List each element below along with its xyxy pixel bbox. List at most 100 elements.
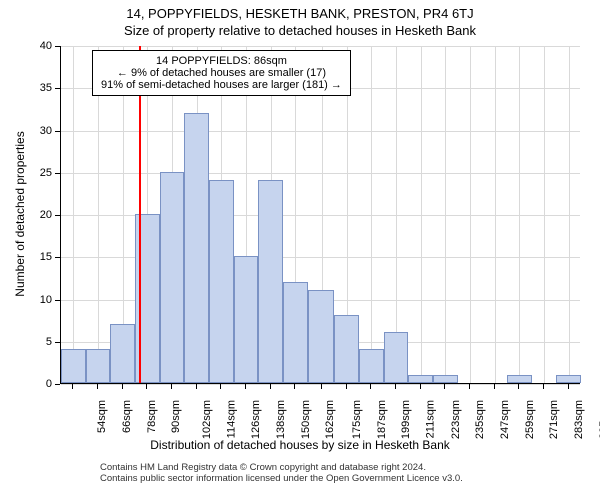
plot-area bbox=[60, 46, 580, 384]
histogram-bar bbox=[258, 180, 283, 383]
annotation-line-1: 14 POPPYFIELDS: 86sqm bbox=[101, 55, 342, 67]
y-tick bbox=[55, 215, 60, 216]
x-tick bbox=[196, 384, 197, 389]
histogram-bar bbox=[556, 375, 581, 383]
histogram-bar bbox=[408, 375, 433, 383]
grid-line-v bbox=[421, 46, 422, 383]
x-tick-label: 126sqm bbox=[250, 400, 262, 439]
y-tick-label: 40 bbox=[30, 40, 52, 52]
annotation-box: 14 POPPYFIELDS: 86sqm← 9% of detached ho… bbox=[92, 50, 351, 96]
x-tick bbox=[321, 384, 322, 389]
reference-line bbox=[139, 46, 141, 383]
histogram-bar bbox=[234, 256, 259, 383]
x-tick-label: 247sqm bbox=[499, 400, 511, 439]
chart-title-1: 14, POPPYFIELDS, HESKETH BANK, PRESTON, … bbox=[0, 6, 600, 23]
y-tick bbox=[55, 46, 60, 47]
histogram-bar bbox=[359, 349, 384, 383]
grid-line-v bbox=[98, 46, 99, 383]
y-tick bbox=[55, 131, 60, 132]
histogram-bar bbox=[86, 349, 111, 383]
y-tick-label: 15 bbox=[30, 251, 52, 263]
x-tick-label: 102sqm bbox=[201, 400, 213, 439]
x-tick bbox=[494, 384, 495, 389]
annotation-line-2: ← 9% of detached houses are smaller (17) bbox=[101, 67, 342, 79]
x-tick bbox=[146, 384, 147, 389]
footer-text: Contains HM Land Registry data © Crown c… bbox=[100, 462, 463, 484]
y-axis-label: Number of detached properties bbox=[13, 124, 27, 304]
x-tick bbox=[469, 384, 470, 389]
x-tick-label: 259sqm bbox=[524, 400, 536, 439]
histogram-bar bbox=[61, 349, 86, 383]
x-tick-label: 150sqm bbox=[300, 400, 312, 439]
histogram-bar bbox=[110, 324, 135, 383]
x-tick bbox=[568, 384, 569, 389]
x-tick bbox=[294, 384, 295, 389]
grid-line-v bbox=[73, 46, 74, 383]
y-tick bbox=[55, 342, 60, 343]
y-tick-label: 30 bbox=[30, 125, 52, 137]
chart-title-2: Size of property relative to detached ho… bbox=[0, 23, 600, 40]
histogram-bar bbox=[283, 282, 308, 383]
y-tick-label: 10 bbox=[30, 294, 52, 306]
histogram-bar bbox=[384, 332, 409, 383]
x-tick-label: 235sqm bbox=[474, 400, 486, 439]
y-tick bbox=[55, 257, 60, 258]
x-tick-label: 66sqm bbox=[121, 400, 133, 433]
x-tick bbox=[122, 384, 123, 389]
x-tick bbox=[518, 384, 519, 389]
x-tick bbox=[220, 384, 221, 389]
grid-line-v bbox=[470, 46, 471, 383]
x-tick-label: 162sqm bbox=[324, 400, 336, 439]
x-tick-label: 138sqm bbox=[275, 400, 287, 439]
y-tick bbox=[55, 384, 60, 385]
grid-line-v bbox=[569, 46, 570, 383]
x-tick-label: 78sqm bbox=[146, 400, 158, 433]
x-tick-label: 54sqm bbox=[96, 400, 108, 433]
x-tick bbox=[97, 384, 98, 389]
y-tick bbox=[55, 173, 60, 174]
x-tick bbox=[245, 384, 246, 389]
footer-line-1: Contains HM Land Registry data © Crown c… bbox=[100, 462, 463, 473]
histogram-bar bbox=[209, 180, 234, 383]
x-tick-label: 114sqm bbox=[225, 400, 237, 438]
x-tick bbox=[444, 384, 445, 389]
x-tick-label: 199sqm bbox=[400, 400, 412, 439]
footer-line-2: Contains public sector information licen… bbox=[100, 473, 463, 484]
grid-line-v bbox=[445, 46, 446, 383]
x-tick bbox=[72, 384, 73, 389]
y-tick-label: 35 bbox=[30, 82, 52, 94]
chart-container: 14, POPPYFIELDS, HESKETH BANK, PRESTON, … bbox=[0, 0, 600, 500]
histogram-bar bbox=[160, 172, 185, 383]
histogram-bar bbox=[184, 113, 209, 383]
y-tick-label: 0 bbox=[30, 378, 52, 390]
x-tick-label: 223sqm bbox=[450, 400, 462, 439]
grid-line-v bbox=[495, 46, 496, 383]
histogram-bar bbox=[507, 375, 532, 383]
x-tick bbox=[543, 384, 544, 389]
grid-line-v bbox=[544, 46, 545, 383]
x-tick bbox=[270, 384, 271, 389]
x-tick bbox=[346, 384, 347, 389]
x-tick-label: 175sqm bbox=[351, 400, 363, 439]
x-tick bbox=[420, 384, 421, 389]
x-axis-label: Distribution of detached houses by size … bbox=[0, 438, 600, 452]
y-tick bbox=[55, 300, 60, 301]
histogram-bar bbox=[433, 375, 458, 383]
y-tick-label: 25 bbox=[30, 167, 52, 179]
x-tick-label: 187sqm bbox=[376, 400, 388, 439]
x-tick-label: 283sqm bbox=[573, 400, 585, 439]
histogram-bar bbox=[308, 290, 335, 383]
x-tick bbox=[171, 384, 172, 389]
chart-titles: 14, POPPYFIELDS, HESKETH BANK, PRESTON, … bbox=[0, 0, 600, 40]
x-tick bbox=[370, 384, 371, 389]
grid-line-v bbox=[519, 46, 520, 383]
y-tick bbox=[55, 88, 60, 89]
annotation-line-3: 91% of semi-detached houses are larger (… bbox=[101, 79, 342, 91]
x-tick-label: 211sqm bbox=[424, 400, 436, 438]
histogram-bar bbox=[334, 315, 359, 383]
x-tick-label: 90sqm bbox=[170, 400, 182, 433]
y-tick-label: 20 bbox=[30, 209, 52, 221]
grid-line-v bbox=[371, 46, 372, 383]
x-tick-label: 271sqm bbox=[548, 400, 560, 439]
y-tick-label: 5 bbox=[30, 336, 52, 348]
